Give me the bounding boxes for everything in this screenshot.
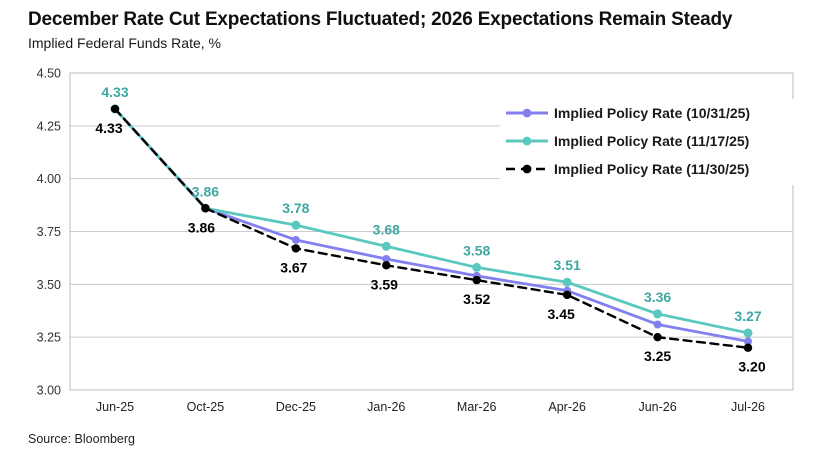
- y-tick-label: 3.25: [37, 331, 61, 345]
- x-axis: Jun-25 Oct-25 Dec-25 Jan-26 Mar-26 Apr-26 Jun-…: [96, 400, 765, 414]
- x-tick-label: Dec-25: [276, 400, 316, 414]
- data-label: 3.86: [192, 183, 219, 199]
- plot-border: [69, 72, 794, 391]
- y-tick-label: 3.00: [37, 384, 61, 398]
- data-point: [472, 262, 482, 272]
- data-point: [382, 254, 391, 263]
- series-black: [110, 104, 753, 352]
- x-tick-label: Oct-25: [187, 400, 225, 414]
- y-tick-label: 4.00: [37, 172, 61, 186]
- data-point: [472, 275, 481, 285]
- chart-subtitle: Implied Federal Funds Rate, %: [28, 35, 221, 51]
- data-labels-black: 4.33 3.86 3.67 3.59 3.52 3.45 3.25 3.20: [95, 120, 765, 375]
- data-label: 3.25: [644, 348, 671, 364]
- data-point: [291, 244, 301, 253]
- legend-label: Implied Policy Rate (11/30/25): [554, 161, 749, 177]
- x-tick-label: Jul-26: [731, 400, 765, 414]
- data-point: [291, 235, 300, 244]
- data-label: 3.59: [371, 276, 398, 292]
- x-tick-label: Apr-26: [548, 400, 586, 414]
- y-tick-label: 4.25: [37, 119, 61, 133]
- y-tick-label: 4.50: [37, 67, 61, 81]
- data-point: [110, 104, 120, 114]
- legend-label: Implied Policy Rate (11/17/25): [554, 133, 749, 149]
- chart-title: December Rate Cut Expectations Fluctuate…: [28, 9, 733, 30]
- series-line: [113, 107, 750, 343]
- data-label: 4.33: [101, 84, 128, 100]
- legend-item: Implied Policy Rate (11/17/25): [506, 133, 749, 149]
- data-label: 3.52: [463, 291, 490, 307]
- data-label: 4.33: [95, 120, 122, 136]
- data-point: [201, 204, 210, 213]
- data-point: [743, 343, 753, 352]
- series-teal: [110, 104, 753, 338]
- data-point: [653, 332, 662, 342]
- data-label: 3.51: [554, 257, 581, 273]
- y-axis: 4.50 4.25 4.00 3.75 3.50 3.25 3.00: [37, 67, 61, 398]
- data-point: [291, 220, 301, 230]
- data-label: 3.27: [734, 308, 761, 324]
- data-point: [562, 290, 572, 300]
- data-point: [653, 309, 663, 319]
- data-label: 3.20: [738, 359, 765, 375]
- data-point: [381, 241, 391, 251]
- legend-item: Implied Policy Rate (10/31/25): [506, 105, 750, 121]
- legend-swatch-marker: [522, 136, 532, 146]
- data-label: 3.45: [548, 306, 575, 322]
- legend-label: Implied Policy Rate (10/31/25): [554, 105, 750, 121]
- legend-background: [500, 99, 794, 185]
- data-point: [743, 328, 753, 338]
- data-label: 3.78: [282, 200, 309, 216]
- y-tick-label: 3.75: [37, 225, 61, 239]
- legend: Implied Policy Rate (10/31/25) Implied Po…: [500, 99, 794, 185]
- x-tick-label: Jun-26: [638, 400, 676, 414]
- series-line: [113, 107, 750, 349]
- series-line: [113, 107, 750, 335]
- data-point: [744, 337, 752, 346]
- legend-item: Implied Policy Rate (11/30/25): [506, 161, 749, 177]
- data-point: [562, 277, 572, 287]
- legend-swatch-marker: [522, 164, 532, 174]
- legend-swatch-marker: [522, 108, 532, 118]
- x-tick-label: Mar-26: [457, 400, 497, 414]
- data-point: [653, 320, 662, 329]
- data-labels-teal: 4.33 3.86 3.78 3.68 3.58 3.51 3.36 3.27: [101, 84, 761, 324]
- x-tick-label: Jun-25: [96, 400, 134, 414]
- data-label: 3.86: [188, 219, 215, 235]
- source-note: Source: Bloomberg: [28, 432, 136, 446]
- data-label: 3.58: [463, 242, 490, 258]
- x-tick-label: Jan-26: [367, 400, 405, 414]
- data-label: 3.67: [280, 259, 307, 275]
- data-label: 3.68: [373, 221, 400, 237]
- data-point: [382, 261, 391, 270]
- y-tick-label: 3.50: [37, 278, 61, 292]
- data-label: 3.36: [644, 289, 671, 305]
